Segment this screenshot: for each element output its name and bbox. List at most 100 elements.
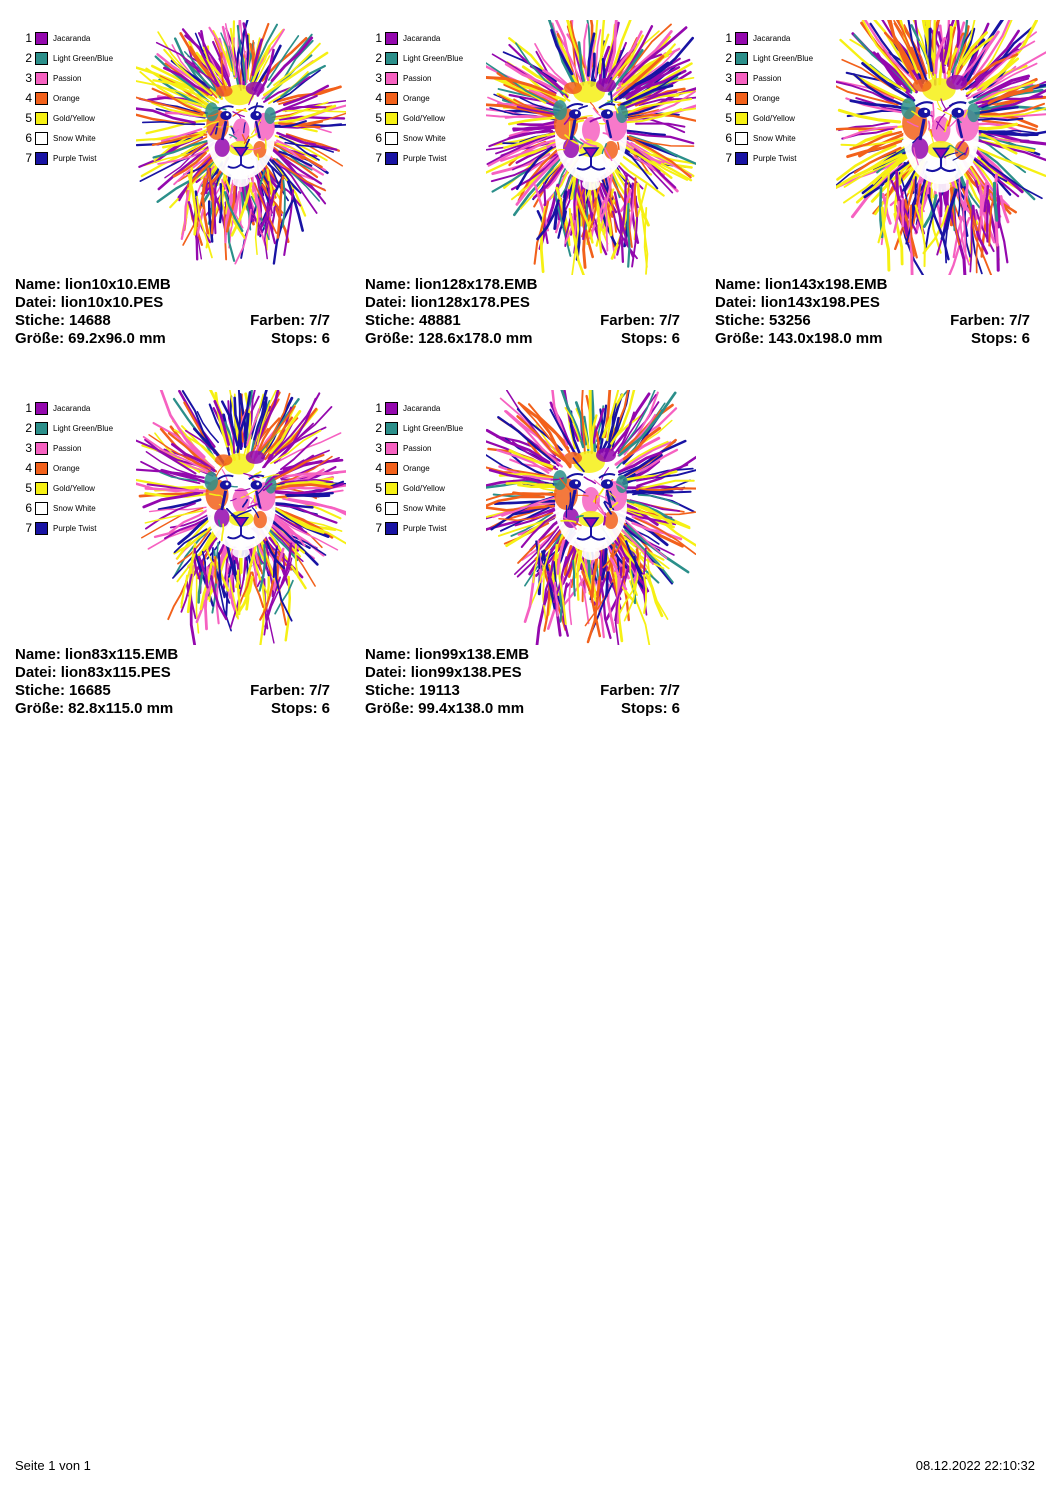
legend-color-name: Light Green/Blue [403, 53, 464, 63]
legend-number: 7 [25, 151, 32, 165]
legend-color-name: Orange [403, 463, 430, 473]
design-info: Name: lion99x138.EMB Datei: lion99x138.PES… [350, 646, 700, 718]
colors-label: Farben: [950, 312, 1006, 329]
design-card: 1 Jacaranda 2 Light Green/Blue 3 Passion… [350, 390, 700, 750]
legend-color-name: Orange [403, 93, 430, 103]
stops-label: Stops: [270, 700, 318, 717]
color-swatch [735, 91, 748, 105]
color-swatch [385, 71, 398, 85]
legend-color-name: Passion [53, 73, 82, 83]
legend-number: 7 [375, 151, 382, 165]
color-swatch [35, 131, 48, 145]
legend-number: 2 [375, 421, 382, 435]
legend-number: 6 [25, 131, 32, 145]
legend-number: 4 [25, 91, 32, 105]
legend-number: 7 [725, 151, 732, 165]
name-label: Name: [715, 276, 761, 293]
legend-row: 2 Light Green/Blue [18, 48, 113, 68]
color-swatch [735, 131, 748, 145]
legend-color-name: Purple Twist [403, 153, 447, 163]
legend-color-name: Purple Twist [53, 523, 97, 533]
legend-color-name: Gold/Yellow [403, 483, 445, 493]
colors-value: 7/7 [1009, 312, 1030, 329]
legend-number: 5 [25, 111, 32, 125]
legend-row: 3 Passion [368, 438, 463, 458]
design-file-value: lion143x198.PES [760, 294, 880, 311]
name-label: Name: [365, 276, 411, 293]
stops-label: Stops: [620, 330, 668, 347]
stitches-value: 48881 [419, 312, 461, 329]
color-swatch [35, 111, 48, 125]
color-swatch [35, 481, 48, 495]
color-swatch [385, 131, 398, 145]
legend-color-name: Snow White [753, 133, 796, 143]
stitches-field: Stiche: 14688 [15, 312, 111, 330]
stops-field: Stops: 6 [621, 700, 680, 718]
legend-row: 7 Purple Twist [368, 518, 463, 538]
size-field: Größe: 128.6x178.0 mm [365, 330, 532, 348]
color-swatch [35, 91, 48, 105]
legend-color-name: Purple Twist [753, 153, 797, 163]
legend-number: 1 [375, 31, 382, 45]
legend-row: 3 Passion [18, 68, 113, 88]
colors-field: Farben: 7/7 [950, 312, 1030, 330]
lion-embroidery-preview [136, 20, 346, 265]
legend-number: 5 [25, 481, 32, 495]
stitches-label: Stiche: [715, 312, 766, 329]
design-card: 1 Jacaranda 2 Light Green/Blue 3 Passion… [0, 20, 350, 380]
color-swatch [385, 441, 398, 455]
size-value: 128.6x178.0 mm [418, 330, 533, 347]
colors-value: 7/7 [309, 682, 330, 699]
legend-color-name: Gold/Yellow [53, 483, 95, 493]
design-file-value: lion128x178.PES [410, 294, 530, 311]
color-swatch [35, 421, 48, 435]
legend-row: 2 Light Green/Blue [368, 48, 463, 68]
legend-color-name: Jacaranda [53, 33, 91, 43]
legend-color-name: Snow White [403, 503, 446, 513]
legend-row: 1 Jacaranda [18, 398, 113, 418]
stops-value: 6 [671, 330, 680, 347]
legend-number: 3 [25, 71, 32, 85]
legend-row: 5 Gold/Yellow [718, 108, 813, 128]
legend-row: 1 Jacaranda [718, 28, 813, 48]
legend-row: 2 Light Green/Blue [368, 418, 463, 438]
design-info: Name: lion10x10.EMB Datei: lion10x10.PES S… [0, 276, 350, 348]
legend-row: 6 Snow White [368, 498, 463, 518]
legend-row: 1 Jacaranda [18, 28, 113, 48]
color-swatch [385, 111, 398, 125]
legend-color-name: Jacaranda [403, 403, 441, 413]
legend-color-name: Jacaranda [53, 403, 91, 413]
color-legend: 1 Jacaranda 2 Light Green/Blue 3 Passion… [18, 398, 113, 538]
name-label: Name: [15, 276, 61, 293]
design-file-value: lion83x115.PES [60, 664, 171, 681]
color-swatch [385, 151, 398, 165]
design-name-value: lion83x115.EMB [64, 646, 179, 663]
legend-number: 2 [375, 51, 382, 65]
stitches-field: Stiche: 19113 [365, 682, 460, 700]
colors-field: Farben: 7/7 [250, 312, 330, 330]
design-name-value: lion128x178.EMB [414, 276, 538, 293]
colors-field: Farben: 7/7 [250, 682, 330, 700]
lion-embroidery-preview [136, 390, 346, 645]
stitches-label: Stiche: [15, 312, 66, 329]
legend-color-name: Jacaranda [403, 33, 441, 43]
color-swatch [35, 501, 48, 515]
design-info: Name: lion128x178.EMB Datei: lion128x178.P… [350, 276, 700, 348]
colors-label: Farben: [250, 312, 306, 329]
legend-row: 7 Purple Twist [18, 518, 113, 538]
size-value: 99.4x138.0 mm [418, 700, 525, 717]
legend-color-name: Gold/Yellow [53, 113, 95, 123]
lion-embroidery-preview [486, 20, 696, 275]
colors-field: Farben: 7/7 [600, 682, 680, 700]
colors-label: Farben: [600, 312, 656, 329]
colors-value: 7/7 [659, 682, 680, 699]
legend-row: 4 Orange [368, 88, 463, 108]
legend-number: 6 [375, 501, 382, 515]
size-label: Größe: [365, 330, 415, 347]
color-swatch [35, 51, 48, 65]
colors-label: Farben: [600, 682, 656, 699]
legend-color-name: Orange [53, 463, 80, 473]
color-swatch [35, 401, 48, 415]
color-swatch [385, 461, 398, 475]
